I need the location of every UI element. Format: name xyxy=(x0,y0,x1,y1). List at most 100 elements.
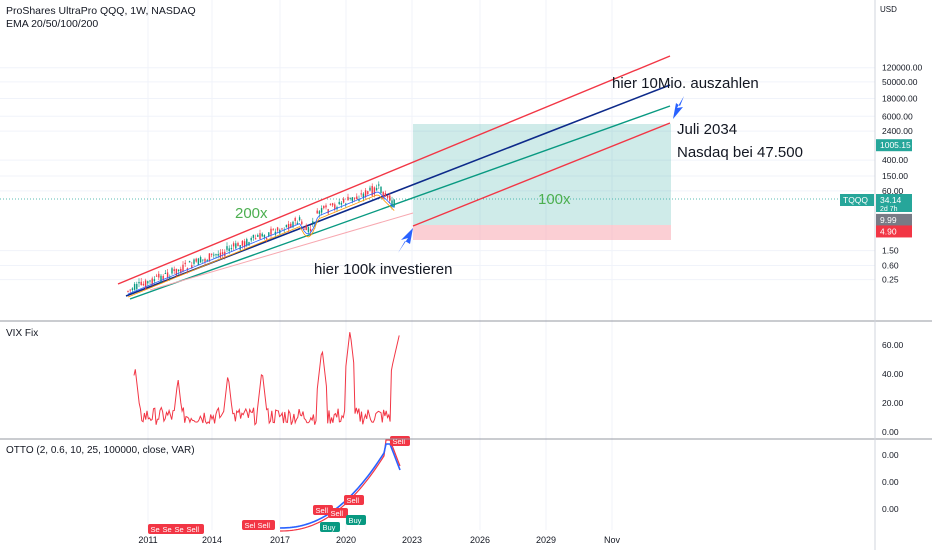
otto-tick-label: 0.00 xyxy=(882,504,899,514)
candle-body xyxy=(140,281,142,286)
candle-body xyxy=(292,221,294,228)
nasdaq-target-annotation[interactable]: Nasdaq bei 47.500 xyxy=(677,144,803,161)
price-badge[interactable] xyxy=(876,139,912,152)
candle-body xyxy=(208,253,211,262)
candle-body xyxy=(235,243,237,249)
candle-body xyxy=(252,234,255,238)
time-tick-label: 2029 xyxy=(536,535,556,545)
price-tick-label: 0.25 xyxy=(882,275,899,285)
price-badge[interactable] xyxy=(876,213,912,226)
candle-body xyxy=(325,205,327,208)
price-badge[interactable] xyxy=(876,225,912,238)
candle-body xyxy=(360,193,362,195)
candle-body xyxy=(263,234,266,238)
time-tick-label: 2023 xyxy=(402,535,422,545)
candle-body xyxy=(228,248,230,252)
invest-annotation[interactable]: hier 100k investieren xyxy=(314,261,452,278)
candle-body xyxy=(241,240,244,246)
candle-body xyxy=(129,289,131,291)
otto-signal-sell[interactable] xyxy=(344,495,364,505)
price-badge[interactable] xyxy=(876,194,912,212)
otto-signal-label: Sell xyxy=(331,509,344,518)
candle-body xyxy=(318,211,321,214)
candle-body xyxy=(320,208,323,213)
candle-body xyxy=(380,186,382,194)
time-tick-label: Nov xyxy=(604,535,621,545)
candle-body xyxy=(254,238,257,240)
otto-signal-label: Sell xyxy=(347,496,360,505)
candle-body xyxy=(215,254,217,256)
candle-body xyxy=(272,229,274,231)
vix-axis[interactable]: 60.00 40.00 20.00 0.00 xyxy=(882,340,904,437)
otto-signal-label: Sell xyxy=(258,521,271,530)
date-target-annotation[interactable]: Juli 2034 xyxy=(677,121,737,138)
candle-body xyxy=(144,280,147,289)
otto-blue-line xyxy=(279,443,401,529)
candle-body xyxy=(268,232,270,237)
candle-body xyxy=(195,258,197,262)
payout-annotation[interactable]: hier 10Mio. auszahlen xyxy=(612,75,759,92)
otto-signal-label: Sell xyxy=(245,521,258,530)
channel-lower-line[interactable] xyxy=(412,122,671,227)
candle-body xyxy=(270,228,272,235)
candle-body xyxy=(393,199,395,207)
candle-body xyxy=(316,210,318,214)
channel-upper-line[interactable] xyxy=(117,55,671,285)
candle-body xyxy=(158,273,160,278)
candle-body xyxy=(358,199,360,201)
symbol-title[interactable]: ProShares UltraPro QQQ, 1W, NASDAQ xyxy=(6,5,196,17)
candle-body xyxy=(131,288,134,291)
otto-signal-buy[interactable] xyxy=(320,522,340,532)
candle-body xyxy=(298,217,301,221)
ema-line-1 xyxy=(127,191,395,295)
otto-signal-sell[interactable] xyxy=(328,508,348,518)
time-axis[interactable]: 2011 2014 2017 2020 2023 2026 2029 Nov xyxy=(138,535,620,545)
candle-body xyxy=(382,191,384,199)
candle-body xyxy=(147,281,149,284)
price-tick-label: 0.60 xyxy=(882,260,899,270)
candle-body xyxy=(133,284,136,290)
candle-body xyxy=(204,258,206,262)
vix-tick-label: 40.00 xyxy=(882,369,904,379)
indicator-legend[interactable]: EMA 20/50/100/200 xyxy=(6,18,98,30)
candle-body xyxy=(329,203,332,205)
candle-body xyxy=(246,239,248,246)
otto-signal-sell[interactable] xyxy=(255,520,275,530)
chart-grid xyxy=(0,0,875,530)
otto-axis[interactable]: 0.00 0.00 0.00 xyxy=(882,450,899,514)
multiplier-200x-label[interactable]: 200x xyxy=(235,205,268,222)
candle-body xyxy=(206,259,208,261)
candle-body xyxy=(217,254,219,256)
invest-arrow-icon xyxy=(398,228,413,253)
candle-body xyxy=(191,265,193,269)
candle-body xyxy=(375,188,378,191)
otto-signal-label: Sell xyxy=(175,525,188,534)
candle-body xyxy=(221,252,224,255)
otto-title[interactable]: OTTO (2, 0.6, 10, 25, 100000, close, VAR… xyxy=(6,445,195,456)
candle-body xyxy=(362,193,365,199)
otto-signal-buy[interactable] xyxy=(346,515,366,525)
symbol-tag-label: TQQQ xyxy=(843,195,868,205)
stop-zone[interactable] xyxy=(413,225,671,240)
candle-body xyxy=(202,259,204,261)
price-axis[interactable]: 120000.00 50000.00 18000.00 6000.00 2400.00 4… xyxy=(882,63,922,285)
candle-body xyxy=(312,221,314,223)
otto-signal-sell[interactable] xyxy=(184,524,204,534)
candle-body xyxy=(232,243,235,247)
channel-mid-line[interactable] xyxy=(129,105,671,300)
candle-body xyxy=(303,228,305,230)
symbol-tag[interactable] xyxy=(840,194,874,206)
vix-fix-title[interactable]: VIX Fix xyxy=(6,328,38,339)
candle-body xyxy=(199,257,202,263)
candle-body xyxy=(138,281,140,284)
candle-body xyxy=(193,259,195,264)
candle-body xyxy=(166,272,169,278)
price-tick-label: 400.00 xyxy=(882,155,908,165)
candle-body xyxy=(285,224,288,228)
multiplier-100x-label[interactable]: 100x xyxy=(538,191,571,208)
candle-body xyxy=(265,238,268,240)
payout-arrow-icon xyxy=(673,96,684,119)
